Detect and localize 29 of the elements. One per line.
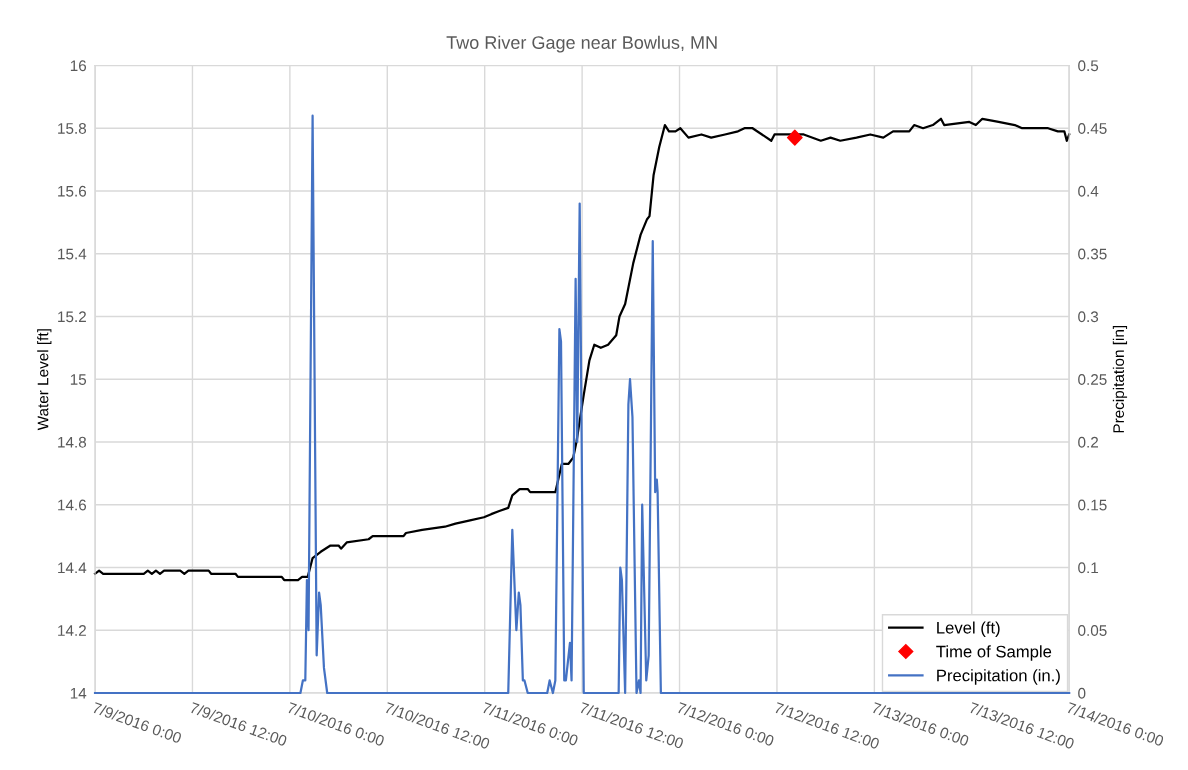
legend-label: Precipitation (in.) [937, 669, 1060, 685]
y2-tick-label: 0.4 [1078, 185, 1099, 197]
y-tick-label: 15.4 [58, 248, 87, 260]
y-tick-label: 14.6 [58, 499, 87, 511]
y2-tick-label: 0.2 [1078, 436, 1098, 448]
y-tick-label: 14.2 [58, 625, 86, 636]
y-tick-label: 16 [70, 60, 87, 72]
legend-label: Level (ft) [937, 621, 1000, 637]
y-tick-label: 14 [70, 688, 87, 699]
y2-tick-label: 0.1 [1078, 562, 1099, 574]
y-tick-label: 15.8 [58, 123, 87, 134]
y-tick-label: 15 [70, 374, 87, 385]
y-axis-title: Water Level [ft] [37, 329, 52, 431]
y2-axis-title: Precipitation [in] [1112, 325, 1128, 433]
y-tick-label: 15.6 [58, 185, 87, 197]
chart-title: Two River Gage near Bowlus, MN [446, 35, 717, 53]
y2-tick-label: 0.25 [1078, 374, 1107, 385]
y2-tick-label: 0.3 [1078, 311, 1099, 323]
y2-tick-label: 0 [1078, 687, 1086, 699]
y-tick-label: 15.2 [58, 311, 86, 323]
y-tick-label: 14.8 [58, 436, 87, 448]
y-tick-label: 14.4 [58, 562, 87, 574]
line-series [93, 117, 1071, 582]
y2-tick-label: 0.5 [1078, 60, 1099, 72]
y2-tick-label: 0.45 [1078, 123, 1107, 134]
y2-tick-label: 0.15 [1078, 499, 1107, 511]
y2-tick-label: 0.05 [1078, 625, 1107, 636]
y2-tick-label: 0.35 [1078, 248, 1107, 260]
legend-label: Time of Sample [936, 645, 1052, 661]
